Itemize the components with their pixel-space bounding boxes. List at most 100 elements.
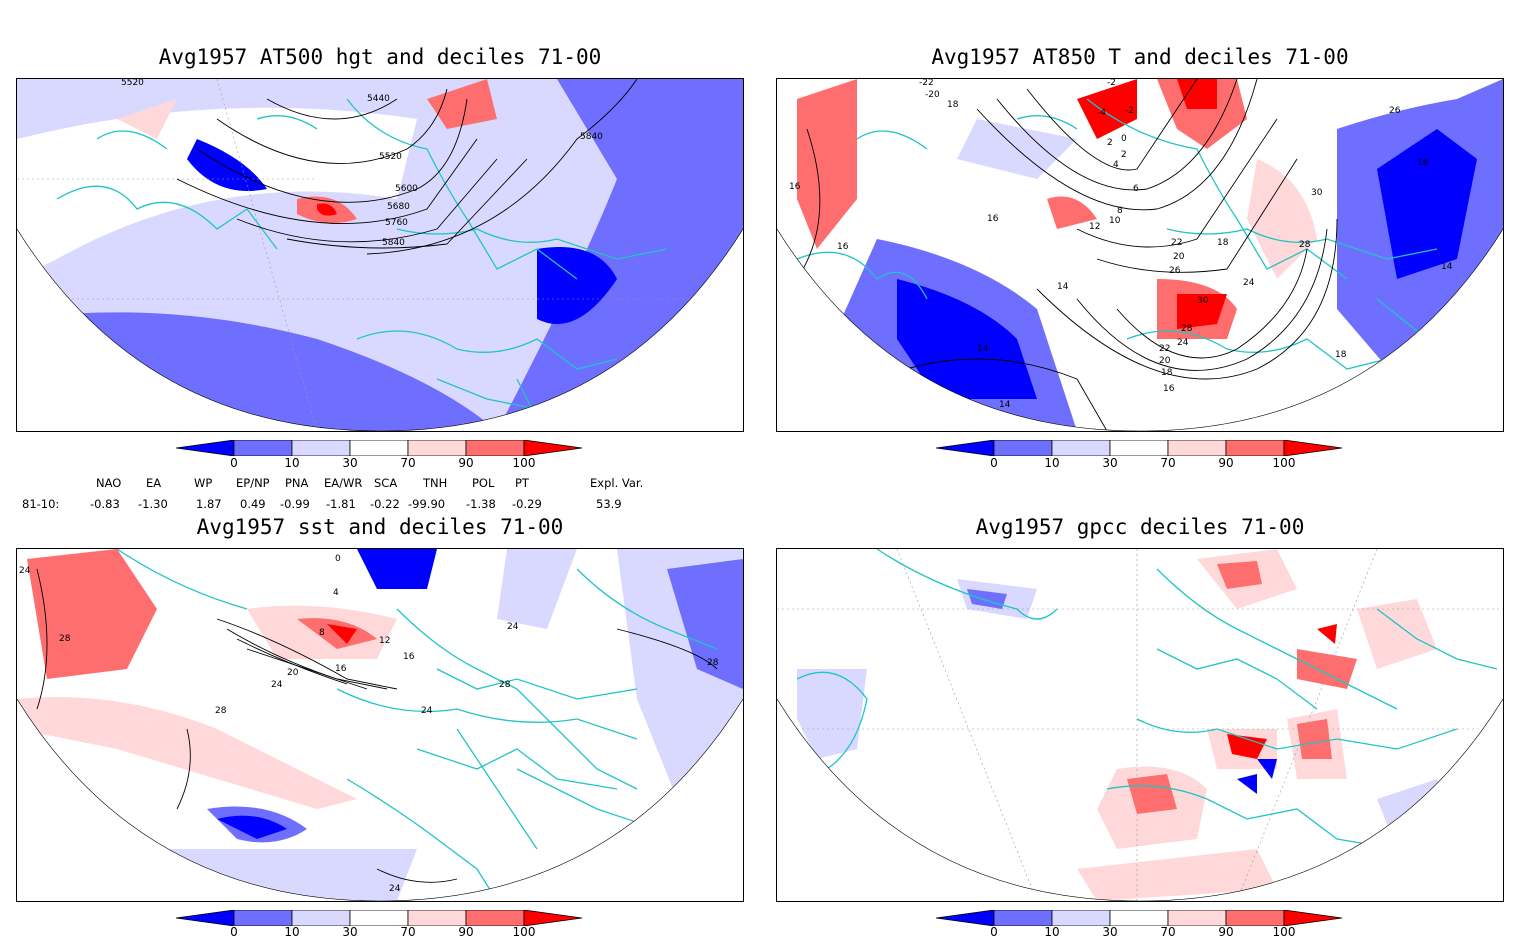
contour-label: 30 [1197,296,1209,306]
contour-label: 18 [1161,368,1173,378]
contour-label: 8 [319,628,325,638]
contour-label: 20 [1173,252,1185,262]
colorbar-tick: 10 [284,456,300,470]
contour-label: 28 [59,634,71,644]
contour-label: 24 [421,706,433,716]
contour-label: 5520 [121,79,144,88]
contour-label: 24 [389,884,401,894]
contour-label: 16 [335,664,347,674]
colorbar-tick: 30 [1102,456,1118,470]
contour-label: 20 [1159,356,1171,366]
contour-label: 0 [1121,134,1127,144]
index-header: EP/NP [236,476,270,490]
index-header: POL [472,476,495,490]
contour-label: 26 [1169,266,1181,276]
contour-labels-sst: 24 0 28 4 8 12 16 16 20 24 24 28 28 24 2… [19,554,719,894]
colorbar-tick: 70 [400,925,416,939]
contour-label: 18 [947,100,959,110]
index-value: -1.30 [138,497,168,511]
contour-label: -2 [1107,79,1116,88]
colorbar-tick: 100 [1272,456,1296,470]
colorbar-tick: 30 [1102,925,1118,939]
colorbar-tick: 10 [1044,925,1060,939]
index-header: EA/WR [324,476,363,490]
index-value: 53.9 [596,497,622,511]
contour-label: 20 [287,668,299,678]
index-header: PNA [285,476,309,490]
index-value: 0.49 [240,497,266,511]
contour-label: 14 [977,344,989,354]
colorbar-tick: 90 [1218,456,1234,470]
index-value: -0.99 [280,497,310,511]
contour-label: -2 [1125,106,1134,116]
map-panel-at500: 5520 5440 5840 5520 5600 5680 5760 5840 [16,78,744,432]
contour-label: 0 [335,554,341,564]
contour-label: 28 [499,680,511,690]
colorbar-gpcc: 0 10 30 70 90 100 [935,909,1346,940]
colorbar-tick: 70 [1160,925,1176,939]
colorbar-tick: 0 [230,925,238,939]
panel-title-at500: Avg1957 AT500 hgt and deciles 71-00 [158,45,602,69]
colorbar-at850: 0 10 30 70 90 100 [935,439,1346,476]
map-panel-sst: 24 0 28 4 8 12 16 16 20 24 24 28 28 24 2… [16,548,744,902]
index-value: -0.83 [90,497,120,511]
contour-label: 24 [19,566,31,576]
colorbar-tick: 0 [990,925,998,939]
contour-label: 16 [987,214,999,224]
contour-label: 18 [1335,350,1347,360]
contour-label: 16 [837,242,849,252]
contour-label: 12 [379,636,390,646]
colorbar-at500: 0 10 30 70 90 100 [175,439,586,476]
contour-label: 28 [1181,324,1193,334]
contour-label: 22 [1159,344,1170,354]
index-header: Expl. Var. [590,476,644,490]
index-header: TNH [423,476,448,490]
colorbar-tick: 0 [230,456,238,470]
index-row-label: 81-10: [22,497,60,511]
contour-label: 16 [789,182,801,192]
contour-label: -20 [925,90,940,100]
colorbar-tick: 70 [400,456,416,470]
contour-label: 16 [403,652,415,662]
index-header: NAO [96,476,122,490]
colorbar-tick: 100 [1272,925,1296,939]
contour-label: 18 [1217,238,1229,248]
colorbar-tick: 100 [512,456,536,470]
index-header: EA [146,476,162,490]
map-panel-gpcc [776,548,1504,902]
contour-label: -22 [919,79,934,88]
contour-label: 5600 [395,184,418,194]
contour-label: 5440 [367,94,390,104]
colorbar-tick: 100 [512,925,536,939]
contour-label: 24 [1243,278,1255,288]
contour-label: 5760 [385,218,408,228]
contour-label: 28 [1299,240,1311,250]
colorbar-tick: 90 [1218,925,1234,939]
contour-label: 14 [1441,262,1453,272]
colorbar-tick: 30 [342,925,358,939]
contour-label: 6 [1133,184,1139,194]
colorbar-sst: 0 10 30 70 90 100 [175,909,586,940]
contour-label: 2 [1121,150,1127,160]
contour-label: 8 [1117,206,1123,216]
contour-label: 5680 [387,202,410,212]
contour-labels-at500: 5520 5440 5840 5520 5600 5680 5760 5840 [121,79,603,248]
contour-label: -4 [1097,108,1106,118]
panel-title-gpcc: Avg1957 gpcc deciles 71-00 [975,515,1305,539]
contour-labels-at850: -22 -20 18 -2 -2 -4 26 2 0 2 4 16 6 8 16… [789,79,1453,410]
panel-title-sst: Avg1957 sst and deciles 71-00 [196,515,564,539]
contour-label: 24 [271,680,283,690]
colorbar-tick: 10 [1044,456,1060,470]
contour-label: 16 [1417,158,1429,168]
index-header: SCA [374,476,398,490]
contour-label: 12 [1089,222,1100,232]
index-value: -0.29 [512,497,542,511]
index-value: -0.22 [370,497,400,511]
contour-label: 14 [999,400,1011,410]
colorbar-tick: 90 [458,456,474,470]
contour-label: 28 [707,658,719,668]
map-panel-at850: -22 -20 18 -2 -2 -4 26 2 0 2 4 16 6 8 16… [776,78,1504,432]
index-header: WP [194,476,213,490]
contour-label: 16 [1163,384,1175,394]
index-value: -1.38 [466,497,496,511]
